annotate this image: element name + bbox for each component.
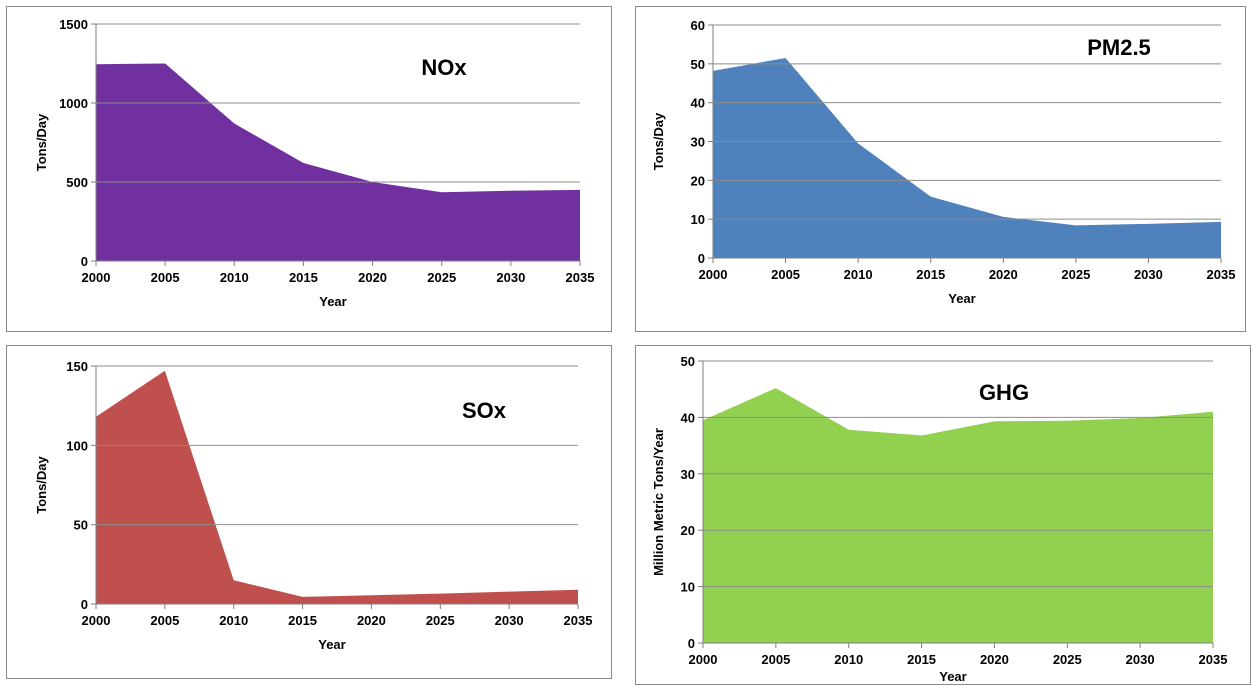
pm25-x-tick-label: 2005 [771,267,800,282]
nox-x-tick-label: 2025 [427,270,456,285]
ghg-y-axis-title: Million Metric Tons/Year [651,428,666,576]
nox-y-axis-title: Tons/Day [34,113,49,171]
sox-chart-title: SOx [462,398,507,423]
ghg-x-tick-label: 2010 [834,652,863,667]
pm25-x-tick-label: 2015 [916,267,945,282]
nox-chart-title: NOx [421,55,467,80]
pm25-y-tick-label: 40 [691,96,705,111]
chart-panel-nox: 0 500 1000 1500 2000 2005 2010 2015 2020 2025 2030… [6,6,612,332]
pm25-x-tick-label: 2025 [1061,267,1090,282]
pm25-y-tick-label: 50 [691,57,705,72]
ghg-y-tick-label: 0 [688,636,695,651]
chart-panel-ghg: 0 10 20 30 40 50 2000 2005 2010 2015 2020 2025 2030 2… [635,345,1251,685]
chart-panel-pm25: 0 10 20 30 40 50 60 2000 2005 2010 2015 2020 2025 203… [635,6,1246,332]
sox-y-axis-title: Tons/Day [34,455,49,513]
ghg-x-tick-label: 2030 [1126,652,1155,667]
nox-y-tick-label: 1000 [59,96,88,111]
ghg-x-tick-label: 2025 [1053,652,1082,667]
pm25-area [713,58,1221,259]
ghg-x-tick-label: 2000 [689,652,718,667]
nox-x-tick-label: 2020 [358,270,387,285]
sox-y-tick-label: 100 [66,438,88,453]
ghg-y-tick-label: 10 [681,580,695,595]
pm25-x-tick-label: 2010 [844,267,873,282]
nox-y-tick-label: 0 [81,254,88,269]
sox-y-tick-label: 50 [74,518,88,533]
sox-y-tick-label: 150 [66,359,88,374]
sox-area [96,370,578,604]
pm25-y-tick-label: 0 [698,251,705,266]
nox-y-tick-label: 500 [66,175,88,190]
pm25-y-axis-title: Tons/Day [651,112,666,170]
sox-x-tick-label: 2020 [357,613,386,628]
nox-x-tick-label: 2015 [289,270,318,285]
sox-x-tick-label: 2025 [426,613,455,628]
ghg-y-tick-label: 20 [681,523,695,538]
sox-x-tick-label: 2015 [288,613,317,628]
pm25-x-tick-label: 2030 [1134,267,1163,282]
pm25-y-tick-label: 20 [691,173,705,188]
nox-x-tick-label: 2005 [151,270,180,285]
pm25-chart-title: PM2.5 [1087,35,1151,60]
nox-x-axis-title: Year [319,294,346,309]
chart-nox: 0 500 1000 1500 2000 2005 2010 2015 2020 2025 2030… [34,17,595,309]
pm25-x-tick-label: 2000 [699,267,728,282]
chart-panel-sox: 0 50 100 150 2000 2005 2010 2015 2020 2025 2030 203… [6,345,612,679]
ghg-area [703,388,1213,643]
sox-x-tick-label: 2035 [564,613,593,628]
nox-x-tick-label: 2000 [82,270,111,285]
ghg-chart-title: GHG [979,380,1029,405]
ghg-x-tick-label: 2015 [907,652,936,667]
ghg-y-tick-label: 30 [681,467,695,482]
pm25-x-axis-title: Year [948,291,975,306]
sox-x-tick-label: 2030 [495,613,524,628]
sox-x-tick-label: 2005 [150,613,179,628]
ghg-y-tick-label: 50 [681,354,695,369]
pm25-y-tick-label: 60 [691,18,705,33]
pm25-y-tick-label: 30 [691,135,705,150]
ghg-x-tick-label: 2005 [761,652,790,667]
ghg-x-tick-label: 2020 [980,652,1009,667]
pm25-y-tick-label: 10 [691,212,705,227]
ghg-x-axis-title: Year [939,669,966,684]
ghg-y-tick-label: 40 [681,410,695,425]
sox-y-tick-label: 0 [81,597,88,612]
chart-sox: 0 50 100 150 2000 2005 2010 2015 2020 2025 2030 203… [34,359,593,652]
nox-x-tick-label: 2010 [220,270,249,285]
nox-area [96,63,580,261]
sox-x-axis-title: Year [318,637,345,652]
nox-x-tick-label: 2030 [496,270,525,285]
pm25-x-tick-label: 2035 [1207,267,1236,282]
nox-x-tick-label: 2035 [566,270,595,285]
nox-y-tick-label: 1500 [59,17,88,32]
sox-x-tick-label: 2000 [82,613,111,628]
pm25-x-tick-label: 2020 [989,267,1018,282]
sox-x-tick-label: 2010 [219,613,248,628]
ghg-x-tick-label: 2035 [1199,652,1228,667]
